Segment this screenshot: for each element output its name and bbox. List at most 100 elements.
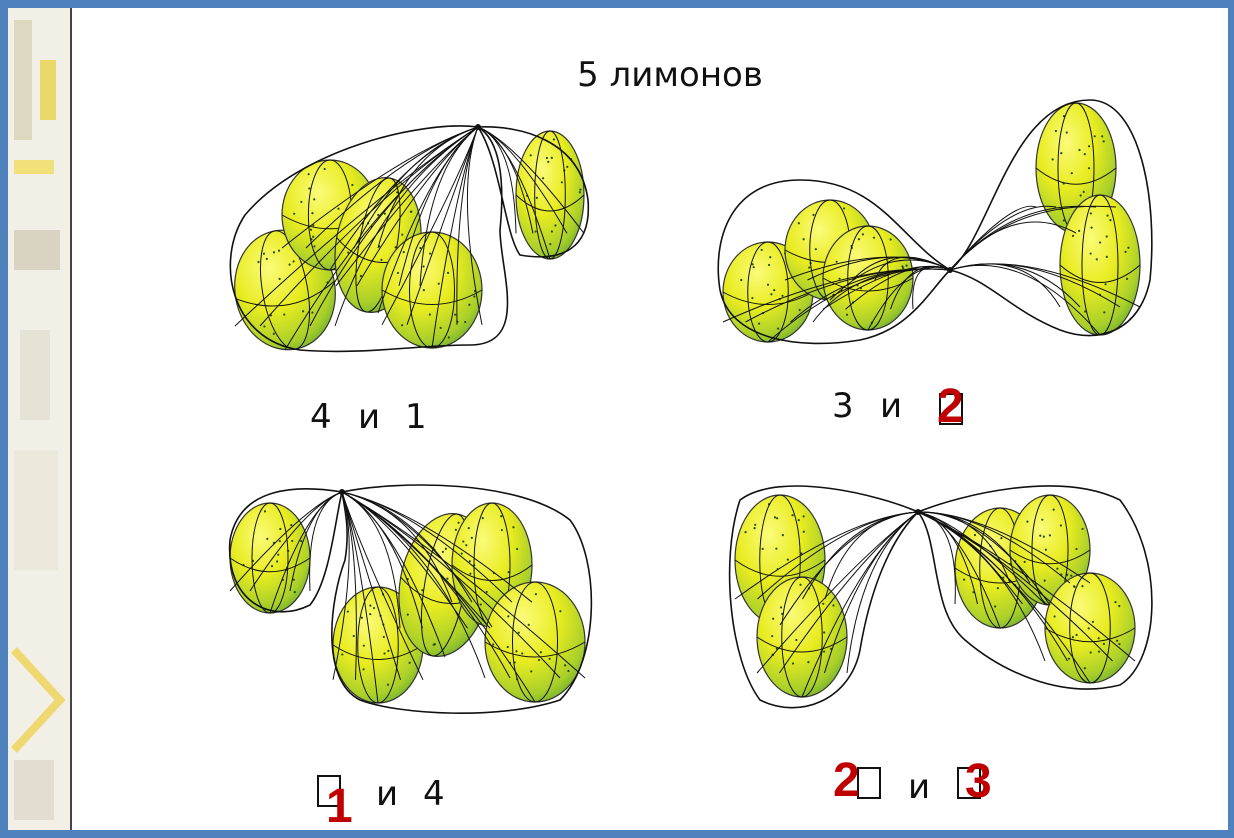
lemon-dot [777,327,779,329]
lemon-dot [1084,153,1086,155]
lemon-dot [551,157,553,159]
lemon-dot [994,605,996,607]
lemon-body [757,577,847,697]
lemon-dot [997,587,999,589]
lemon-dot [974,534,976,536]
lemon-dot [454,314,456,316]
lemon-dot [501,529,503,531]
lemon-dot [1066,131,1068,133]
lemon-dot [383,636,385,638]
caption-conj: и [376,774,398,814]
lemon-dot [1083,191,1085,193]
lemon-dot [521,652,523,654]
lemon-dot [464,321,466,323]
lemon-dot [447,272,449,274]
lemon-dot [803,531,805,533]
lemon-dot [468,304,470,306]
lemon-dot [775,548,777,550]
lemon-body [1045,573,1135,683]
lemon-dot [782,534,784,536]
caption-left: 3 [832,386,854,426]
lemon-dot [1043,536,1045,538]
lemon-dot [549,243,551,245]
lemon-dot [1068,658,1070,660]
lemon-dot [1081,585,1083,587]
lemon-dot [781,295,783,297]
lemon-dot [324,168,326,170]
lemon-dot [862,233,864,235]
lemon-dot [1039,535,1041,537]
lemon-dot [362,668,364,670]
lemon-dot [313,198,315,200]
lemon-dot [770,293,772,295]
lemon-dot [780,606,782,608]
lemon-dot [422,265,424,267]
lemon-dot [1101,135,1103,137]
caption-conj: и [880,386,902,426]
lemon-dot [276,560,278,562]
lemon-dot [429,252,431,254]
lemon-dot [1124,251,1126,253]
lemon-dot [963,578,965,580]
lemon-dot [311,212,313,214]
answer-right: 3 [965,755,992,808]
margin-strip [8,8,71,830]
lemon-dot [551,230,553,232]
lemon-dot [347,610,349,612]
lemon-dot [423,289,425,291]
lemon-dot [1075,634,1077,636]
lemon [1060,195,1140,335]
caption: 4 и 1 [310,397,427,437]
lemon-dot [1041,519,1043,521]
lemon-dot [1116,640,1118,642]
lemon-dot [1044,580,1046,582]
lemon-dot [1090,227,1092,229]
lemon-dot [843,207,845,209]
lemon-dot [744,531,746,533]
lemon-dot [535,593,537,595]
lemon-dot [752,263,754,265]
lemon-dot [1045,549,1047,551]
lemon [485,582,585,702]
lemon-dot [383,652,385,654]
lemon-dot [387,650,389,652]
lemon-dot [1098,651,1100,653]
lemon-dot [762,548,764,550]
caption-left: 4 [310,397,332,437]
lemon-dot [815,248,817,250]
lemon-body [382,232,482,348]
lemon-dot [1052,158,1054,160]
lemon-dot [823,650,825,652]
lemon-dot [773,289,775,291]
lemon-dot [515,650,517,652]
lemon-dot [836,261,838,263]
caption-conj: и [358,397,380,437]
lemon-dot [351,184,353,186]
lemon-dot [373,607,375,609]
lemon-dot [1088,145,1090,147]
lemon-dot [803,238,805,240]
lemon-dot [492,643,494,645]
lemon-dot [1090,212,1092,214]
lemon-dot [469,560,471,562]
lemon-dot [776,517,778,519]
caption-right: 4 [423,774,445,814]
lemon-dot [808,266,810,268]
lemon-dot [823,631,825,633]
lemon-dot [1081,528,1083,530]
lemon-dot [1078,149,1080,151]
lemon-dot [293,579,295,581]
lemon-dot [337,208,339,210]
lemon-dot [1090,651,1092,653]
lemon [382,232,482,348]
lemon-body [485,582,585,702]
lemon-dot [530,154,532,156]
lemon-dot [528,624,530,626]
lemon-dot [465,544,467,546]
lemon-dot [873,237,875,239]
lemon-dot [1060,524,1062,526]
lemon-dot [795,639,797,641]
lemon [823,226,913,330]
lemon-body [823,226,913,330]
lemon-dot [1118,643,1120,645]
